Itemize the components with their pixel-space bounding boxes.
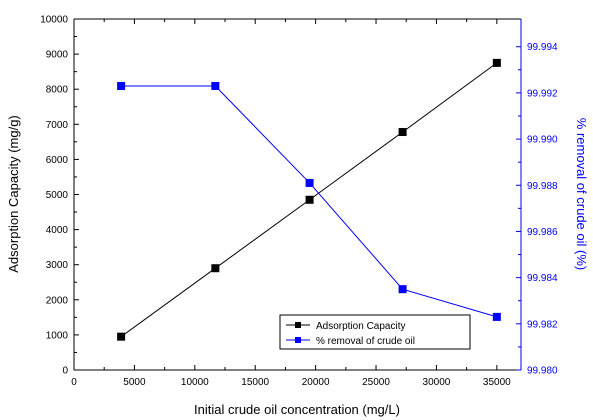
y-left-tick-label: 3000 — [46, 260, 69, 271]
series-2-point — [492, 312, 501, 321]
y-right-tick-label: 99.984 — [527, 273, 558, 284]
x-tick-label: 20000 — [302, 377, 330, 388]
series-2-point — [211, 81, 220, 90]
x-tick-label: 5000 — [123, 377, 146, 388]
legend-label: Adsorption Capacity — [316, 321, 406, 332]
y-right-tick-label: 99.982 — [527, 319, 558, 330]
legend-box — [279, 314, 471, 350]
y-left-tick-label: 5000 — [46, 190, 69, 201]
y-axis-right-label: % removal of crude oil (%) — [574, 118, 589, 270]
y-right-tick-label: 99.994 — [527, 42, 558, 53]
y-right-tick-label: 99.986 — [527, 227, 558, 238]
y-right-tick-label: 99.990 — [527, 135, 558, 146]
x-tick-label: 10000 — [181, 377, 209, 388]
y-left-tick-label: 4000 — [46, 225, 69, 236]
x-tick-label: 0 — [71, 377, 77, 388]
x-tick-label: 15000 — [241, 377, 269, 388]
series-1-point — [305, 195, 314, 204]
x-tick-label: 25000 — [362, 377, 390, 388]
y-left-tick-label: 7000 — [46, 120, 69, 131]
y-right-tick-label: 99.988 — [527, 181, 558, 192]
y-left-tick-label: 1000 — [46, 330, 69, 341]
y-left-tick-label: 8000 — [46, 85, 69, 96]
x-tick-label: 30000 — [423, 377, 451, 388]
axes: 0 5000 10000 15000 20000 25000 30000 35000 0 1000… — [40, 15, 558, 389]
y-left-tick-label: 10000 — [40, 15, 68, 26]
y-right-tick-label: 99.980 — [527, 366, 558, 377]
series-1-point — [492, 58, 501, 67]
legend-label: % removal of crude oil — [316, 336, 415, 347]
y-right-tick-label: 99.992 — [527, 88, 558, 99]
series-2-point — [117, 81, 126, 90]
series-2-point — [398, 285, 407, 294]
x-tick-label: 35000 — [483, 377, 511, 388]
series-2-point — [305, 178, 314, 187]
series-1-point — [117, 332, 126, 341]
y-left-tick-label: 2000 — [46, 295, 69, 306]
y-left-tick-label: 0 — [62, 366, 68, 377]
series-1-point — [211, 264, 220, 273]
legend: Adsorption Capacity % removal of crude oi… — [279, 314, 471, 350]
y-left-tick-label: 9000 — [46, 50, 69, 61]
legend-swatch-marker — [295, 322, 301, 328]
series-layer — [117, 58, 501, 341]
x-axis-label: Initial crude oil concentration (mg/L) — [194, 402, 400, 417]
series-1-point — [398, 128, 407, 137]
y-left-tick-label: 6000 — [46, 155, 69, 166]
legend-swatch-marker — [295, 337, 301, 343]
y-axis-left-label: Adsorption Capacity (mg/g) — [6, 115, 21, 273]
